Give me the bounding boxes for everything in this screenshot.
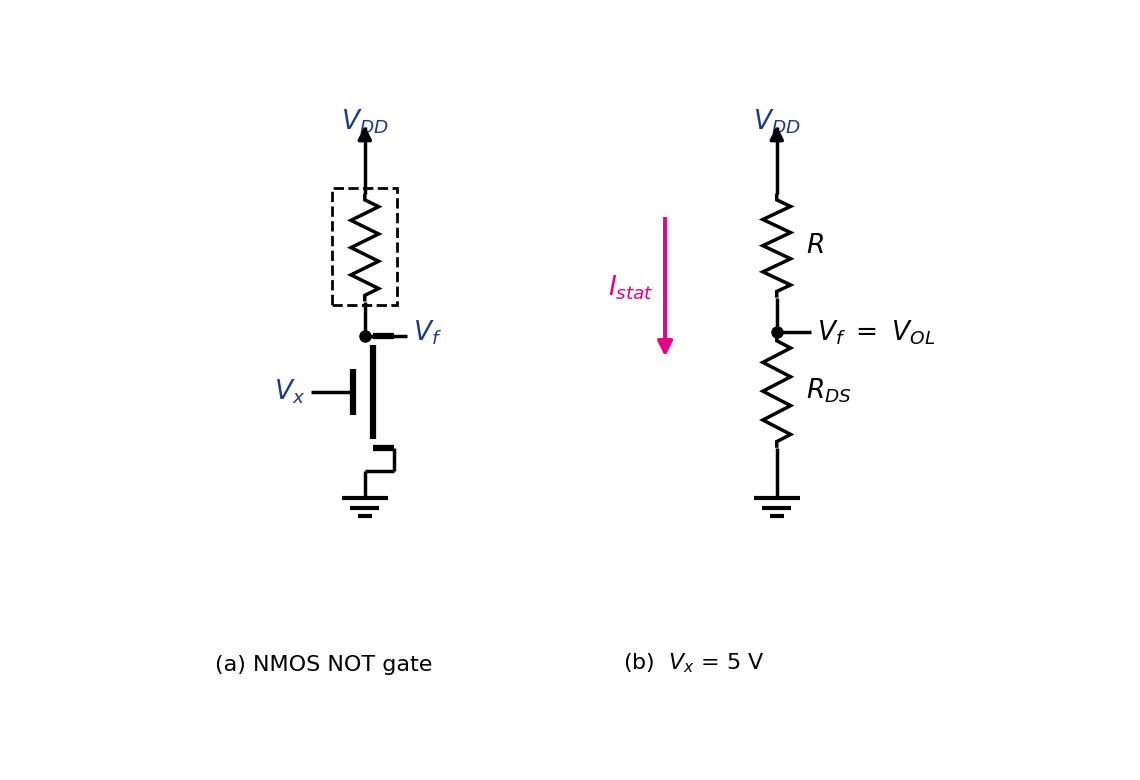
Text: $V_x$: $V_x$ xyxy=(275,378,306,406)
Bar xyxy=(333,188,397,305)
Text: $I_{stat}$: $I_{stat}$ xyxy=(608,274,653,303)
Text: $V_{DD}$: $V_{DD}$ xyxy=(752,108,800,136)
Text: (b)  $V_x$ = 5 V: (b) $V_x$ = 5 V xyxy=(622,651,765,675)
Text: $V_f\ =\ V_{OL}$: $V_f\ =\ V_{OL}$ xyxy=(816,318,935,346)
Text: $R$: $R$ xyxy=(806,232,824,257)
Text: $V_f$: $V_f$ xyxy=(413,319,441,347)
Text: $R_{DS}$: $R_{DS}$ xyxy=(806,377,852,405)
Text: $V_{DD}$: $V_{DD}$ xyxy=(341,108,389,136)
Text: (a) NMOS NOT gate: (a) NMOS NOT gate xyxy=(214,655,432,675)
